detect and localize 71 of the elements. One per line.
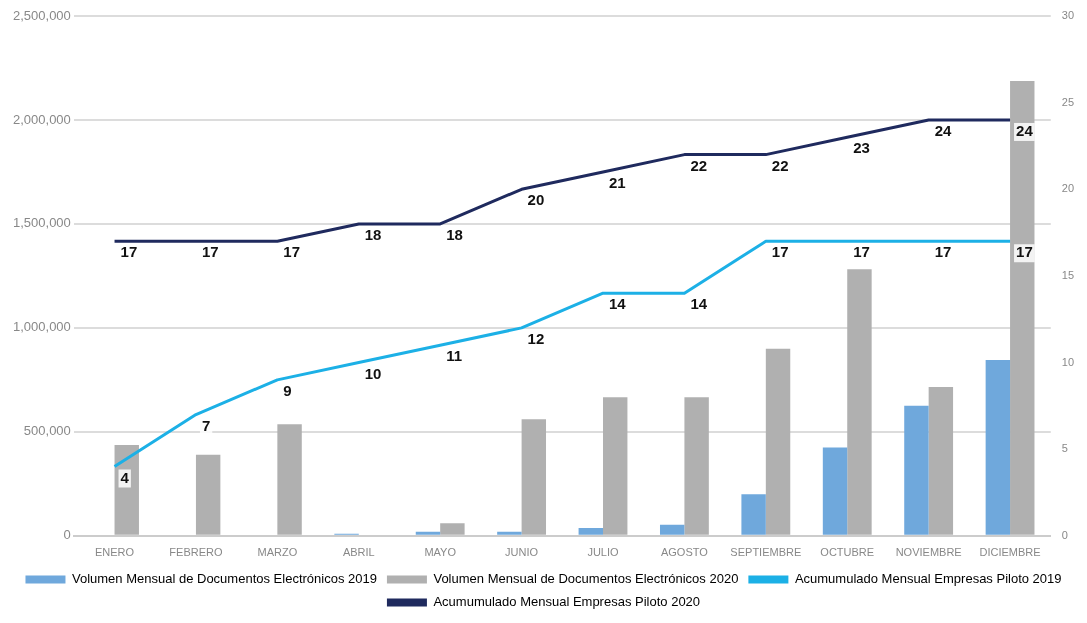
- data-label: 17: [201, 243, 219, 261]
- data-label: 17: [1016, 243, 1033, 261]
- data-label: 17: [283, 243, 301, 261]
- x-tick-label: FEBRERO: [169, 546, 223, 559]
- bar: [497, 531, 522, 535]
- data-label: 4: [120, 468, 130, 486]
- bar: [659, 524, 685, 535]
- data-label: 20: [527, 191, 545, 209]
- bar: [440, 523, 465, 535]
- data-label: 17: [771, 243, 789, 261]
- legend-label: Volumen Mensual de Documentos Electrónicos 2019: [71, 571, 377, 587]
- bar: [741, 494, 766, 535]
- data-label: 23: [853, 139, 870, 157]
- x-tick-label: ABRIL: [342, 546, 375, 559]
- data-label: 11: [446, 347, 463, 365]
- y2-tick-label: 30: [1061, 9, 1075, 22]
- bar: [928, 386, 954, 535]
- x-tick-label: ENERO: [94, 546, 135, 559]
- data-label: 24: [934, 122, 952, 140]
- y2-tick-label: 5: [1061, 442, 1068, 455]
- y2-tick-label: 20: [1061, 182, 1075, 195]
- y2-tick-label: 15: [1061, 268, 1075, 281]
- bar: [904, 405, 929, 535]
- x-tick-label: OCTUBRE: [820, 546, 875, 559]
- bar: [578, 528, 604, 535]
- y2-tick-label: 0: [1061, 528, 1068, 541]
- data-label: 17: [853, 243, 870, 261]
- data-label: 22: [690, 156, 708, 174]
- x-tick-label: MAYO: [424, 546, 457, 559]
- legend-label: Acumumulado Mensual Empresas Piloto 2019: [794, 571, 1062, 587]
- y2-tick-label: 10: [1061, 355, 1075, 368]
- y-tick-label: 1,500,000: [12, 215, 71, 231]
- bar: [985, 360, 1011, 535]
- data-label: 22: [771, 156, 789, 174]
- data-label: 17: [120, 243, 138, 261]
- bar: [765, 348, 791, 535]
- x-tick-label: JULIO: [587, 546, 620, 559]
- data-label: 10: [364, 364, 382, 382]
- x-tick-label: JUNIO: [505, 546, 539, 559]
- bar: [847, 269, 872, 535]
- data-label: 14: [609, 295, 627, 313]
- y-tick-label: 2,000,000: [12, 111, 71, 127]
- data-label: 21: [609, 174, 626, 192]
- bar: [603, 397, 628, 535]
- data-label: 7: [201, 416, 211, 434]
- data-label: 24: [1016, 122, 1034, 140]
- bar: [415, 531, 441, 535]
- data-label: 12: [527, 330, 545, 348]
- data-label: 18: [364, 226, 382, 244]
- y-tick-label: 2,500,000: [12, 7, 71, 23]
- y2-tick-label: 25: [1061, 95, 1075, 108]
- bar: [1010, 81, 1035, 535]
- x-tick-label: MARZO: [257, 546, 298, 559]
- bar: [822, 447, 848, 535]
- data-label: 9: [283, 382, 292, 399]
- x-tick-label: AGOSTO: [660, 546, 709, 559]
- x-tick-label: SEPTIEMBRE: [730, 546, 802, 559]
- bar: [684, 397, 709, 535]
- legend-label: Acumumulado Mensual Empresas Piloto 2020: [433, 594, 701, 610]
- y-tick-label: 500,000: [23, 423, 71, 439]
- legend-label: Volumen Mensual de Documentos Electrónicos 2020: [433, 571, 739, 587]
- data-label: 14: [690, 295, 708, 313]
- y-tick-label: 0: [63, 527, 71, 543]
- x-tick-label: NOVIEMBRE: [895, 546, 962, 559]
- data-label: 17: [934, 243, 952, 261]
- y-tick-label: 1,000,000: [12, 319, 71, 335]
- bar: [521, 419, 547, 535]
- bar: [195, 454, 221, 535]
- bar: [277, 424, 302, 535]
- x-tick-label: DICIEMBRE: [979, 546, 1041, 559]
- data-label: 18: [446, 226, 463, 244]
